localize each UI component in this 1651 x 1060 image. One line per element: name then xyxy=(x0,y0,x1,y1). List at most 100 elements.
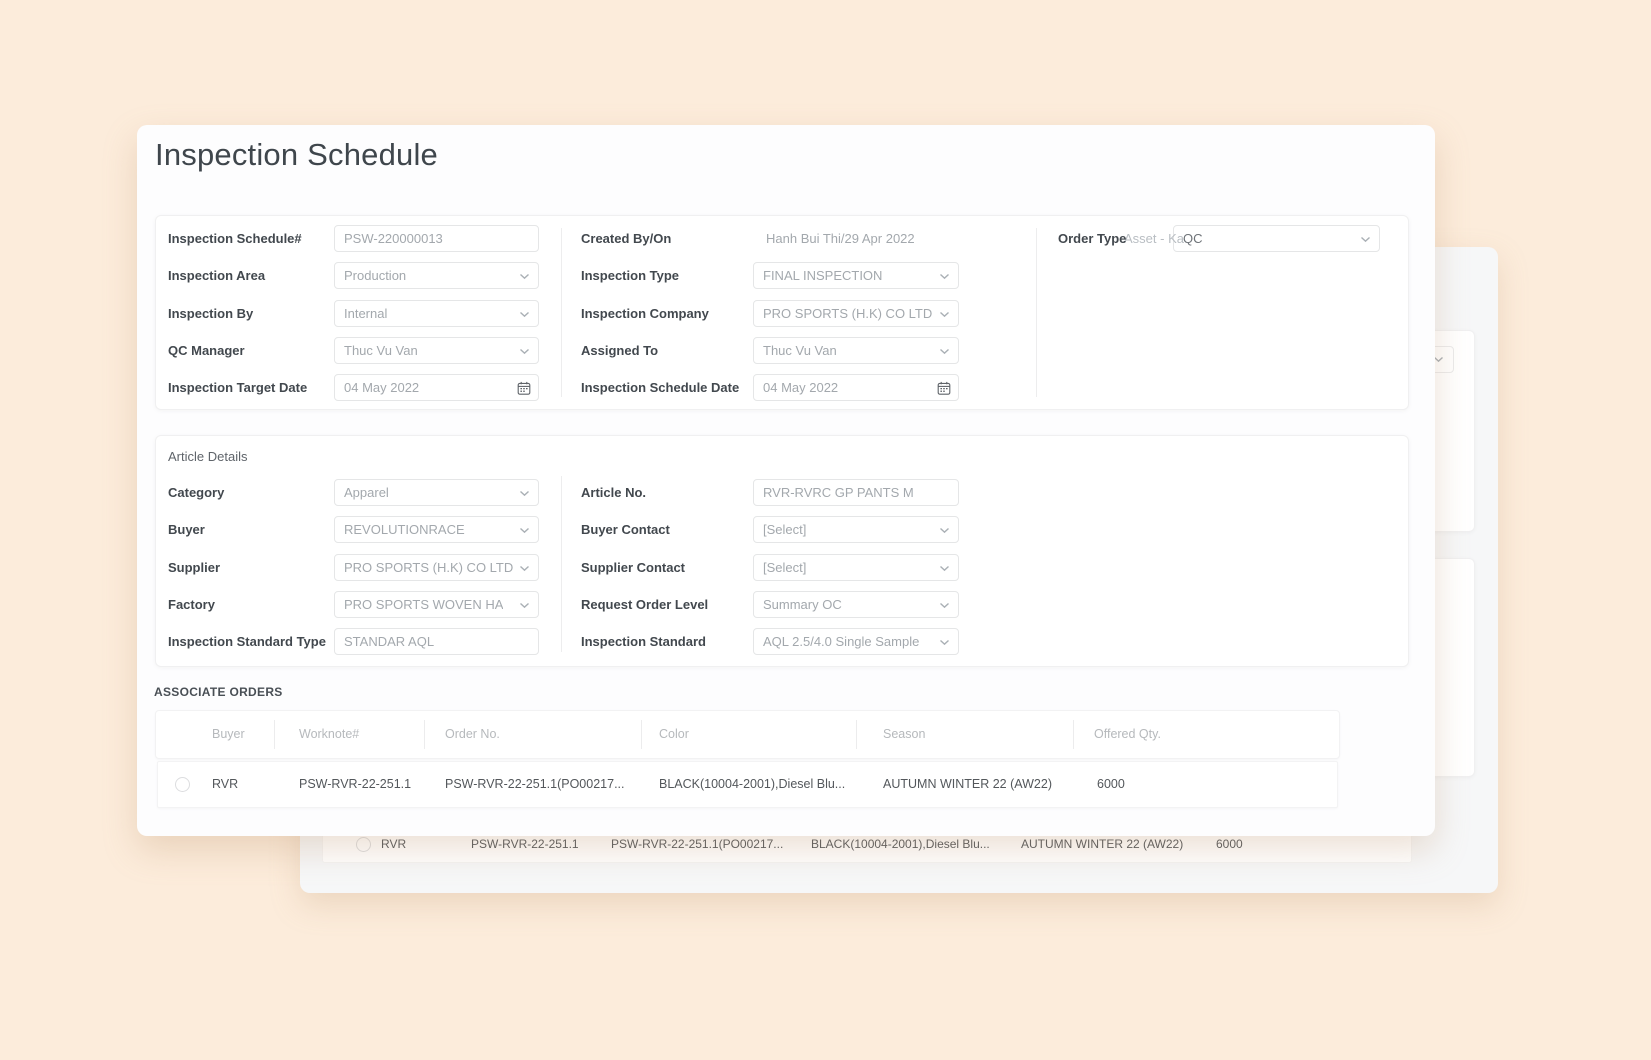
chevron-down-icon xyxy=(520,311,529,318)
inspection-type-select[interactable]: FINAL INSPECTION xyxy=(753,262,959,289)
supplier-contact-select[interactable]: [Select] xyxy=(753,554,959,581)
field-label-inspection-type: Inspection Type xyxy=(581,268,679,283)
ghost-overlay-text: Asset - Ka xyxy=(1124,231,1184,246)
chevron-down-icon xyxy=(520,565,529,572)
column-header-worknote: Worknote# xyxy=(299,727,360,741)
qc-manager-select[interactable]: Thuc Vu Van xyxy=(334,337,539,364)
page-title: Inspection Schedule xyxy=(155,137,438,172)
chevron-down-icon xyxy=(520,348,529,355)
factory-value: PRO SPORTS WOVEN HA xyxy=(344,597,504,612)
row-cell-color: BLACK(10004-2001),Diesel Blu... xyxy=(811,837,990,851)
calendar-icon xyxy=(517,381,531,395)
row-cell-offered-qty: 6000 xyxy=(1097,777,1125,791)
column-header-buyer: Buyer xyxy=(212,727,245,741)
field-label-inspection-company: Inspection Company xyxy=(581,306,709,321)
field-label-order-type: Order Type xyxy=(1058,231,1127,246)
buyer-select[interactable]: REVOLUTIONRACE xyxy=(334,516,539,543)
field-label-inspection-by: Inspection By xyxy=(168,306,254,321)
request-order-level-select[interactable]: Summary OC xyxy=(753,591,959,618)
schedule-panel: Inspection Schedule# PSW-220000013 Inspe… xyxy=(155,215,1409,410)
row-cell-color: BLACK(10004-2001),Diesel Blu... xyxy=(659,777,846,791)
chevron-down-icon xyxy=(940,348,949,355)
panel-divider xyxy=(1036,228,1037,397)
supplier-select[interactable]: PRO SPORTS (H.K) CO LTD xyxy=(334,554,539,581)
buyer-contact-value: [Select] xyxy=(763,522,807,537)
factory-select[interactable]: PRO SPORTS WOVEN HA xyxy=(334,591,539,618)
order-type-select[interactable]: QC xyxy=(1173,225,1380,252)
chevron-down-icon xyxy=(520,602,529,609)
field-label-inspection-target-date: Inspection Target Date xyxy=(168,380,308,395)
article-details-title: Article Details xyxy=(168,449,248,464)
supplier-value: PRO SPORTS (H.K) CO LTD xyxy=(344,560,514,575)
chevron-down-icon xyxy=(520,527,529,534)
chevron-down-icon xyxy=(940,273,949,280)
row-cell-worknote: PSW-RVR-22-251.1 xyxy=(471,837,579,851)
orders-table-header: Buyer Worknote# Order No. Color Season O… xyxy=(155,710,1340,759)
column-header-season: Season xyxy=(883,727,926,741)
created-by-on-value: Hanh Bui Thi/29 Apr 2022 xyxy=(766,231,915,246)
field-label-factory: Factory xyxy=(168,597,215,612)
inspection-schedule-no-input[interactable]: PSW-220000013 xyxy=(334,225,539,252)
field-label-inspection-standard-type: Inspection Standard Type xyxy=(168,634,326,649)
category-select[interactable]: Apparel xyxy=(334,479,539,506)
field-label-qc-manager: QC Manager xyxy=(168,343,245,358)
radio-button[interactable] xyxy=(356,837,371,852)
field-label-supplier-contact: Supplier Contact xyxy=(581,560,686,575)
associate-orders-title: ASSOCIATE ORDERS xyxy=(154,685,283,699)
chevron-down-icon xyxy=(1361,236,1370,243)
field-label-assigned-to: Assigned To xyxy=(581,343,659,358)
row-cell-order-no: PSW-RVR-22-251.1(PO00217... xyxy=(445,777,625,791)
field-label-article-no: Article No. xyxy=(581,485,647,500)
inspection-schedule-no-value: PSW-220000013 xyxy=(344,231,443,246)
inspection-standard-select[interactable]: AQL 2.5/4.0 Single Sample xyxy=(753,628,959,655)
inspection-standard-type-input[interactable]: STANDAR AQL xyxy=(334,628,539,655)
row-cell-buyer: RVR xyxy=(212,777,239,791)
created-by-on-text: Hanh Bui Thi/29 Apr 2022 xyxy=(753,225,959,252)
assigned-to-select[interactable]: Thuc Vu Van xyxy=(753,337,959,364)
inspection-area-select[interactable]: Production xyxy=(334,262,539,289)
field-label-inspection-standard: Inspection Standard xyxy=(581,634,706,649)
inspection-target-date-value: 04 May 2022 xyxy=(344,380,420,395)
inspection-schedule-date-value: 04 May 2022 xyxy=(763,380,839,395)
chevron-down-icon xyxy=(520,273,529,280)
inspection-company-select[interactable]: PRO SPORTS (H.K) CO LTD xyxy=(753,300,959,327)
order-table-row[interactable]: RVR PSW-RVR-22-251.1 PSW-RVR-22-251.1(PO… xyxy=(157,761,1338,808)
article-details-panel: Article Details Category Apparel Buyer R… xyxy=(155,435,1409,667)
column-divider xyxy=(856,720,857,749)
field-label-inspection-schedule-date: Inspection Schedule Date xyxy=(581,380,740,395)
chevron-down-icon xyxy=(940,311,949,318)
qc-manager-value: Thuc Vu Van xyxy=(344,343,418,358)
inspection-type-value: FINAL INSPECTION xyxy=(763,268,883,283)
inspection-schedule-date-input[interactable]: 04 May 2022 xyxy=(753,374,959,401)
field-label-category: Category xyxy=(168,485,225,500)
chevron-down-icon xyxy=(1434,356,1443,363)
column-divider xyxy=(274,720,275,749)
chevron-down-icon xyxy=(940,639,949,646)
panel-divider xyxy=(561,476,562,652)
field-label-buyer-contact: Buyer Contact xyxy=(581,522,670,537)
buyer-contact-select[interactable]: [Select] xyxy=(753,516,959,543)
calendar-icon xyxy=(937,381,951,395)
chevron-down-icon xyxy=(940,565,949,572)
chevron-down-icon xyxy=(940,527,949,534)
order-type-value: QC xyxy=(1183,231,1203,246)
radio-button[interactable] xyxy=(175,777,190,792)
field-label-created-by-on: Created By/On xyxy=(581,231,672,246)
inspection-target-date-input[interactable]: 04 May 2022 xyxy=(334,374,539,401)
column-header-offered-qty: Offered Qty. xyxy=(1094,727,1161,741)
category-value: Apparel xyxy=(344,485,389,500)
chevron-down-icon xyxy=(940,602,949,609)
column-divider xyxy=(1073,720,1074,749)
inspection-by-select[interactable]: Internal xyxy=(334,300,539,327)
column-divider xyxy=(424,720,425,749)
column-divider xyxy=(641,720,642,749)
row-cell-season: AUTUMN WINTER 22 (AW22) xyxy=(1021,837,1184,851)
row-cell-season: AUTUMN WINTER 22 (AW22) xyxy=(883,777,1052,791)
request-order-level-value: Summary OC xyxy=(763,597,842,612)
article-no-input[interactable]: RVR-RVRC GP PANTS M xyxy=(753,479,959,506)
field-label-buyer: Buyer xyxy=(168,522,205,537)
inspection-standard-type-value: STANDAR AQL xyxy=(344,634,435,649)
inspection-by-value: Internal xyxy=(344,306,388,321)
panel-divider xyxy=(561,228,562,397)
